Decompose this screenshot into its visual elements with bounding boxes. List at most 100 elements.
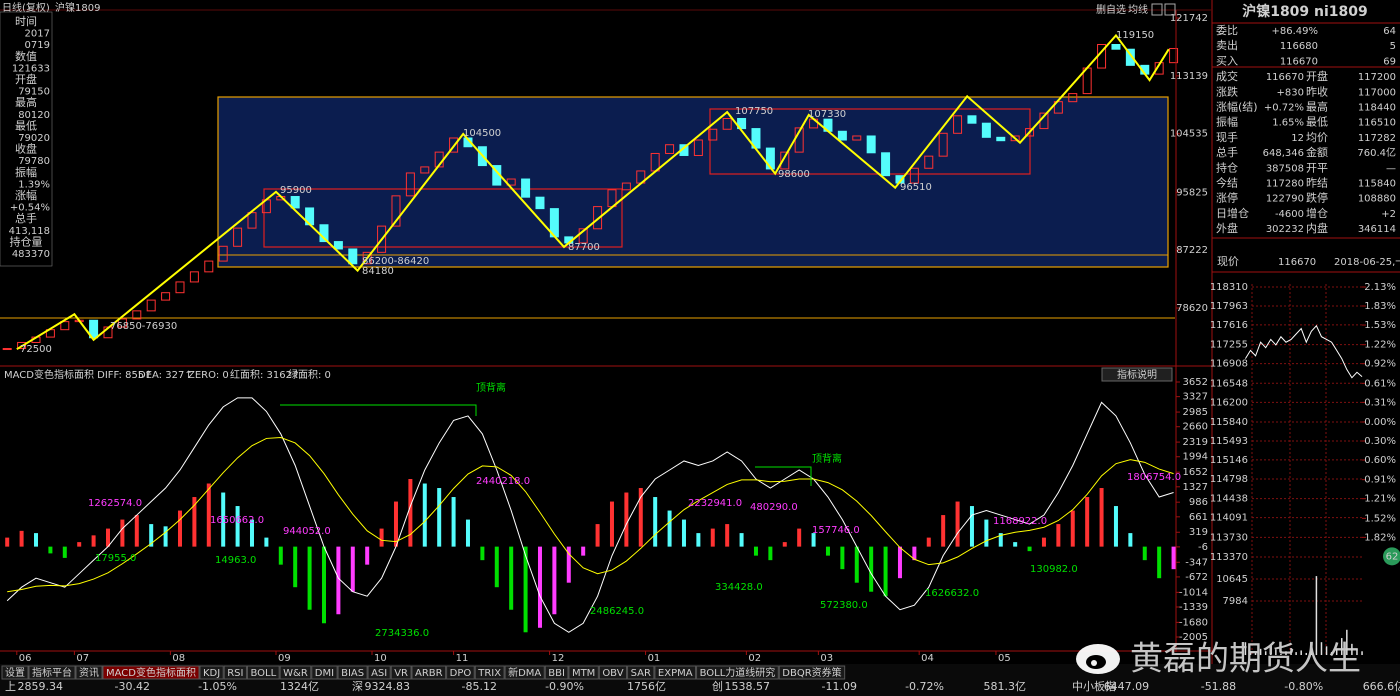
macd-bar bbox=[408, 479, 413, 547]
quote-value: +830 bbox=[1277, 87, 1304, 98]
tab-label[interactable]: W&R bbox=[283, 668, 308, 679]
tab-label[interactable]: BBI bbox=[548, 668, 565, 679]
index-value: -85.12 bbox=[462, 680, 497, 693]
area-label: 1262574.0 bbox=[88, 498, 142, 509]
tab[interactable] bbox=[504, 665, 545, 680]
y-tick-label: 116200 bbox=[1210, 397, 1248, 408]
index-value: 9324.83 bbox=[365, 680, 411, 693]
candle bbox=[218, 245, 228, 262]
x-tick-label: 08 bbox=[172, 653, 185, 664]
tab-label[interactable]: DMI bbox=[315, 668, 334, 679]
macd-bar bbox=[1027, 546, 1032, 552]
annotation: 84180 bbox=[362, 266, 394, 277]
tab[interactable] bbox=[337, 665, 368, 680]
macd-bar bbox=[235, 506, 240, 547]
tab[interactable] bbox=[598, 665, 628, 680]
tab[interactable] bbox=[474, 665, 505, 680]
candle bbox=[996, 136, 1006, 142]
tab-label[interactable]: KDJ bbox=[203, 668, 220, 679]
macd-bar bbox=[797, 528, 802, 547]
quote-label: 卖出 bbox=[1216, 38, 1238, 52]
candle bbox=[362, 251, 372, 265]
tab[interactable] bbox=[246, 665, 280, 680]
toolbar-icon[interactable] bbox=[1164, 3, 1176, 16]
macd-bar bbox=[33, 533, 38, 547]
tab-label[interactable]: SAR bbox=[631, 668, 651, 679]
info-panel-content: 时间20170719数值121633开盘79150最高80120最低79020收… bbox=[9, 15, 50, 260]
tab[interactable] bbox=[367, 665, 391, 680]
tab-label[interactable]: BOLL bbox=[250, 668, 276, 679]
macd-bar bbox=[638, 488, 643, 547]
y2-tick-label: 1.82% bbox=[1364, 532, 1396, 543]
macd-bar bbox=[653, 497, 658, 547]
tab[interactable] bbox=[696, 665, 779, 680]
tab-label[interactable]: DBQR资券策 bbox=[782, 666, 841, 679]
help-button-label[interactable]: 指标说明 bbox=[1117, 368, 1157, 381]
candle bbox=[1154, 62, 1164, 75]
tab[interactable] bbox=[223, 665, 247, 680]
candle bbox=[17, 341, 27, 350]
tab[interactable] bbox=[199, 665, 224, 680]
tab[interactable] bbox=[627, 665, 655, 680]
tab-label[interactable]: TRIX bbox=[477, 668, 501, 679]
candle bbox=[60, 321, 70, 331]
quote-value: 116670 bbox=[1266, 72, 1304, 83]
tab-label[interactable]: BIAS bbox=[341, 668, 364, 679]
tab[interactable] bbox=[778, 665, 846, 680]
index-value: 666.6亿 bbox=[1363, 680, 1400, 693]
area-label: 1806754.0 bbox=[1127, 472, 1181, 483]
tab[interactable] bbox=[411, 665, 447, 680]
macd-bar bbox=[264, 537, 269, 547]
tab[interactable] bbox=[28, 665, 76, 680]
tab[interactable] bbox=[311, 665, 338, 680]
y2-tick-label: 0.00% bbox=[1364, 417, 1396, 428]
tab-label[interactable]: MTM bbox=[572, 668, 595, 679]
y-tick-label: 661 bbox=[1189, 512, 1208, 523]
tab[interactable] bbox=[390, 665, 412, 680]
tab[interactable] bbox=[279, 665, 312, 680]
y2-tick-label: 0.61% bbox=[1364, 378, 1396, 389]
toolbar-button[interactable]: 删自选 bbox=[1096, 3, 1126, 16]
toolbar-icon[interactable] bbox=[1151, 3, 1163, 16]
tab-label[interactable]: BOLL力道线研究 bbox=[700, 666, 776, 679]
tab[interactable] bbox=[654, 665, 697, 680]
quote-label: 委比 bbox=[1216, 24, 1238, 37]
tab-label[interactable]: RSI bbox=[227, 668, 243, 679]
help-button[interactable] bbox=[1101, 367, 1173, 382]
tab-label[interactable]: VR bbox=[394, 668, 408, 679]
index-value: 1756亿 bbox=[627, 680, 666, 693]
tab-label[interactable]: 设置 bbox=[5, 667, 25, 679]
tab[interactable] bbox=[544, 665, 569, 680]
tab[interactable] bbox=[446, 665, 475, 680]
candle bbox=[1025, 128, 1035, 137]
tab-label[interactable]: DPO bbox=[450, 668, 472, 679]
macd-bar bbox=[1128, 533, 1133, 547]
tab-label[interactable]: ARBR bbox=[415, 668, 443, 679]
candle bbox=[924, 155, 934, 169]
tab-label[interactable]: 新DMA bbox=[508, 666, 541, 679]
tab[interactable] bbox=[1, 665, 29, 680]
macd-bar bbox=[1142, 546, 1147, 561]
macd-legend: ZERO: 0 bbox=[188, 370, 229, 381]
annotation: 96510 bbox=[900, 182, 932, 193]
macd-bar bbox=[379, 528, 384, 547]
tab-label[interactable]: ASI bbox=[371, 668, 387, 679]
tab[interactable] bbox=[75, 665, 103, 680]
macd-bar bbox=[465, 519, 470, 547]
toolbar-button[interactable]: 均线 bbox=[1128, 3, 1148, 16]
area-label: 2486245.0 bbox=[590, 606, 644, 617]
y-tick-label: 95825 bbox=[1176, 187, 1208, 198]
tab-label[interactable]: OBV bbox=[602, 668, 623, 679]
tab-label[interactable]: 资讯 bbox=[79, 667, 99, 679]
macd-bar bbox=[725, 524, 730, 547]
tab[interactable] bbox=[102, 665, 200, 680]
tab-label[interactable]: MACD变色指标面积 bbox=[106, 666, 196, 679]
tab-label[interactable]: EXPMA bbox=[658, 668, 693, 679]
tab[interactable] bbox=[568, 665, 599, 680]
macd-bar bbox=[48, 546, 53, 554]
y-tick-label: 115840 bbox=[1210, 417, 1248, 428]
macd-bar bbox=[62, 546, 67, 558]
macd-bar bbox=[537, 546, 542, 628]
tab-label[interactable]: 指标平台 bbox=[32, 666, 72, 679]
